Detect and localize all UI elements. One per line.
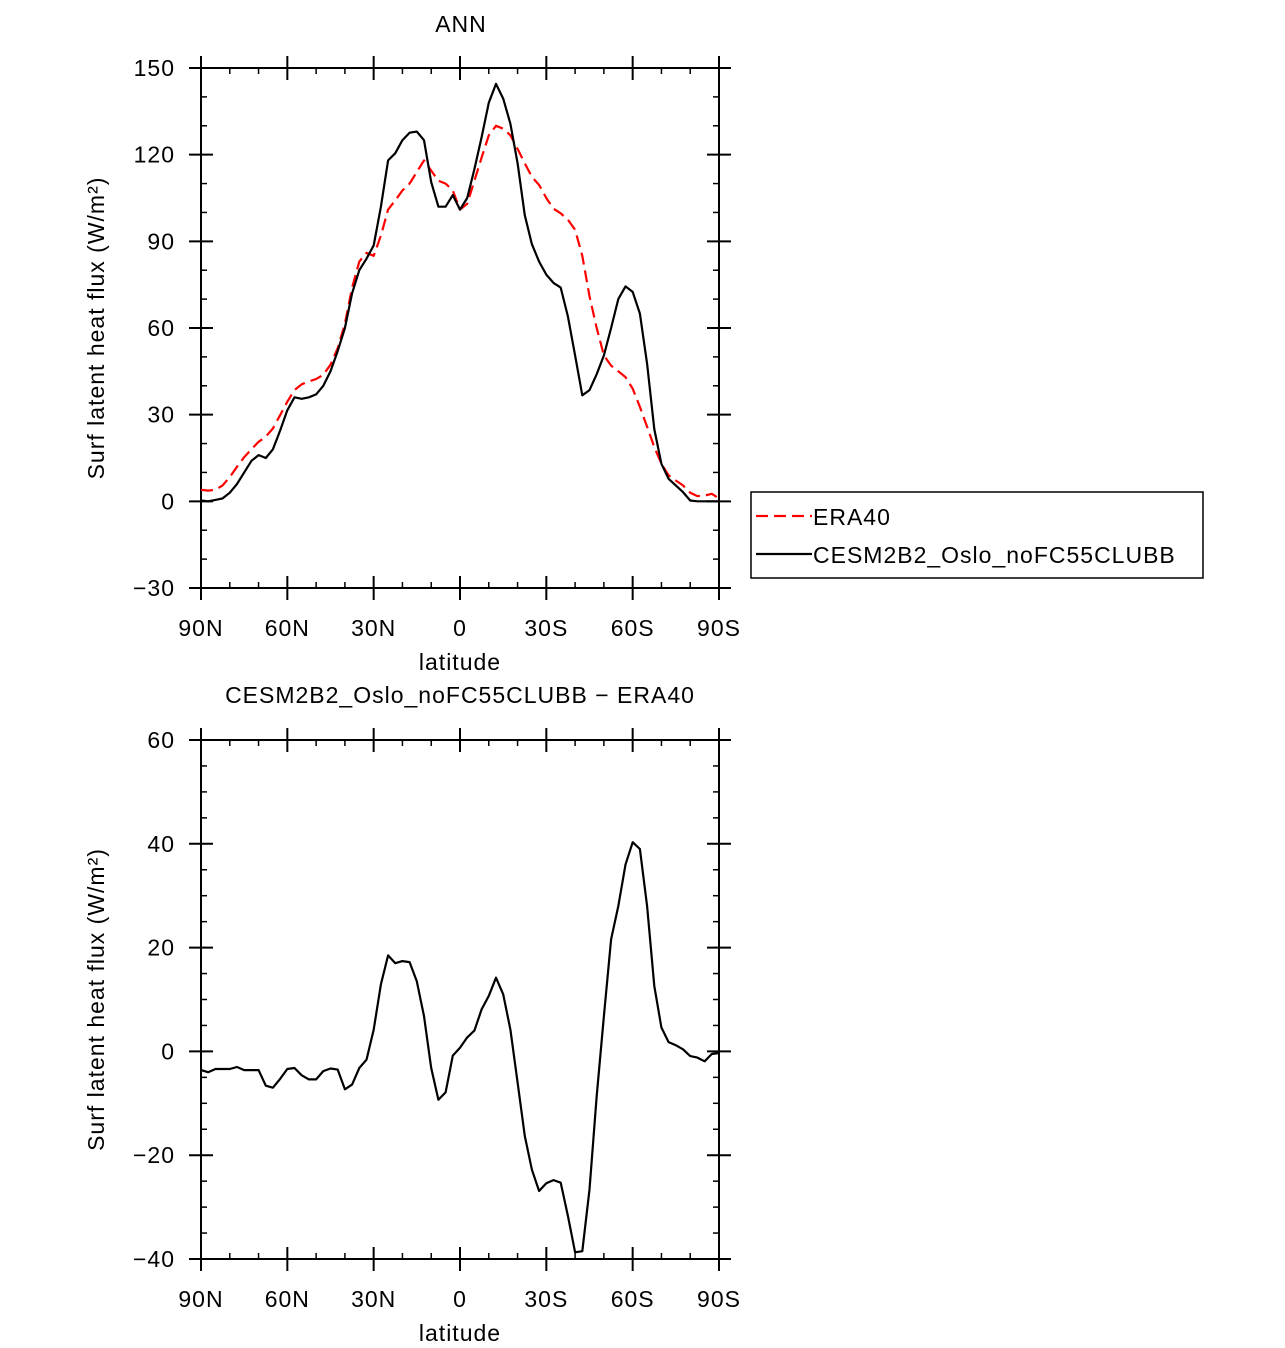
x-tick-label: 30S — [524, 1286, 568, 1312]
y-tick-label: 30 — [147, 402, 175, 428]
y-axis-label: Surf latent heat flux (W/m²) — [83, 848, 109, 1151]
y-tick-label: 120 — [134, 142, 175, 168]
x-tick-label: 90N — [178, 615, 223, 641]
chart-2: −40 −20 0 20 40 60 90N 60N 30N 0 30S 60S 90S CESM2B2_… — [83, 682, 741, 1346]
y-tick-label: −40 — [133, 1246, 175, 1272]
chart-1: −30 0 30 60 90 120 150 90N 60N 30N 0 30S 60S 90S ANN la… — [83, 11, 1204, 675]
x-tick-label: 60S — [611, 1286, 655, 1312]
y-tick-label: −20 — [133, 1142, 175, 1168]
y-tick-label: 20 — [147, 935, 175, 961]
x-tick-label: 60N — [265, 615, 310, 641]
chart-title: ANN — [435, 11, 487, 37]
y-tick-label: 40 — [147, 831, 175, 857]
x-tick-label: 0 — [453, 1286, 467, 1312]
y-tick-label: 150 — [134, 55, 175, 81]
x-tick-label: 60S — [611, 615, 655, 641]
y-tick-label: 90 — [147, 228, 175, 254]
chart-title: CESM2B2_Oslo_noFC55CLUBB − ERA40 — [225, 682, 695, 708]
x-axis-label: latitude — [419, 1320, 501, 1346]
legend-label: CESM2B2_Oslo_noFC55CLUBB — [813, 542, 1176, 568]
x-axis-label: latitude — [419, 649, 501, 675]
y-tick-label: 60 — [147, 727, 175, 753]
y-tick-label: 0 — [161, 1038, 175, 1064]
series-line-cesm2b2-oslo-nofc55clubb — [200, 82, 719, 503]
plot-frame — [200, 739, 720, 1260]
x-tick-label: 30N — [351, 1286, 396, 1312]
series-line-difference — [200, 841, 720, 1254]
series-line-era40 — [200, 124, 720, 500]
legend-label: ERA40 — [813, 504, 891, 530]
x-tick-label: 90S — [697, 1286, 741, 1312]
y-tick-label: 60 — [147, 315, 175, 341]
y-axis-label: Surf latent heat flux (W/m²) — [83, 177, 109, 480]
x-tick-label: 90N — [178, 1286, 223, 1312]
y-tick-label: 0 — [161, 488, 175, 514]
legend-box — [750, 491, 1204, 579]
x-tick-label: 30S — [524, 615, 568, 641]
x-tick-label: 0 — [453, 615, 467, 641]
legend: ERA40 CESM2B2_Oslo_noFC55CLUBB — [750, 491, 1204, 579]
x-tick-label: 30N — [351, 615, 396, 641]
x-tick-label: 90S — [697, 615, 741, 641]
y-tick-label: −30 — [133, 575, 175, 601]
x-tick-label: 60N — [265, 1286, 310, 1312]
